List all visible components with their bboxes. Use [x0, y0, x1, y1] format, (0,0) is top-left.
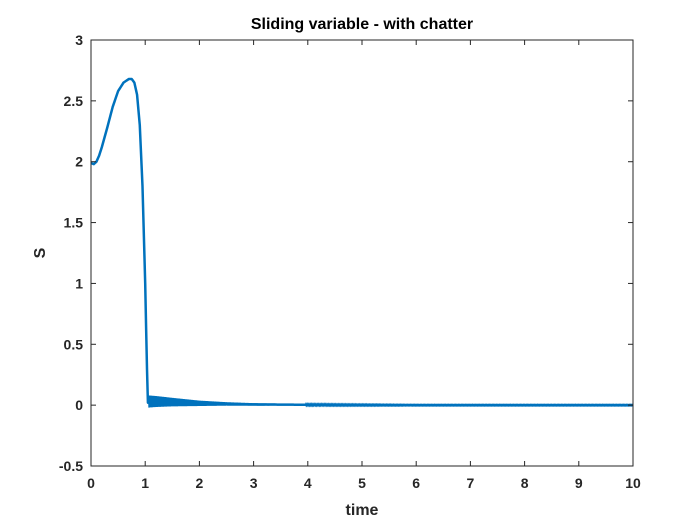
y-tick-label: 1 [75, 275, 83, 291]
series-line [90, 77, 634, 407]
chart-title: Sliding variable - with chatter [251, 16, 473, 33]
x-tick-label: 8 [521, 475, 529, 491]
x-tick-label: 10 [625, 475, 641, 491]
plot-area [91, 40, 633, 466]
y-tick-label: 0.5 [64, 336, 84, 352]
x-tick-label: 5 [358, 475, 366, 491]
y-tick-label: 1.5 [64, 215, 84, 231]
x-tick-label: 7 [467, 475, 475, 491]
x-tick-label: 3 [250, 475, 258, 491]
x-axis-label: time [346, 502, 379, 519]
y-tick-label: 2 [75, 154, 83, 170]
y-tick-label: 2.5 [64, 93, 84, 109]
y-tick-label: 0 [75, 397, 83, 413]
x-tick-label: 0 [87, 475, 95, 491]
x-tick-label: 4 [304, 475, 312, 491]
y-axis-label: S [32, 247, 49, 258]
x-tick-label: 2 [196, 475, 204, 491]
y-tick-label: -0.5 [59, 458, 83, 474]
x-tick-label: 9 [575, 475, 583, 491]
series-0 [90, 77, 634, 408]
axes-layer: 0 1 2 3 4 5 6 7 8 9 10-0.500.511.522.53 [59, 32, 641, 491]
x-tick-label: 1 [141, 475, 149, 491]
y-tick-label: 3 [75, 32, 83, 48]
series-layer [90, 77, 634, 408]
x-tick-label: 6 [412, 475, 420, 491]
